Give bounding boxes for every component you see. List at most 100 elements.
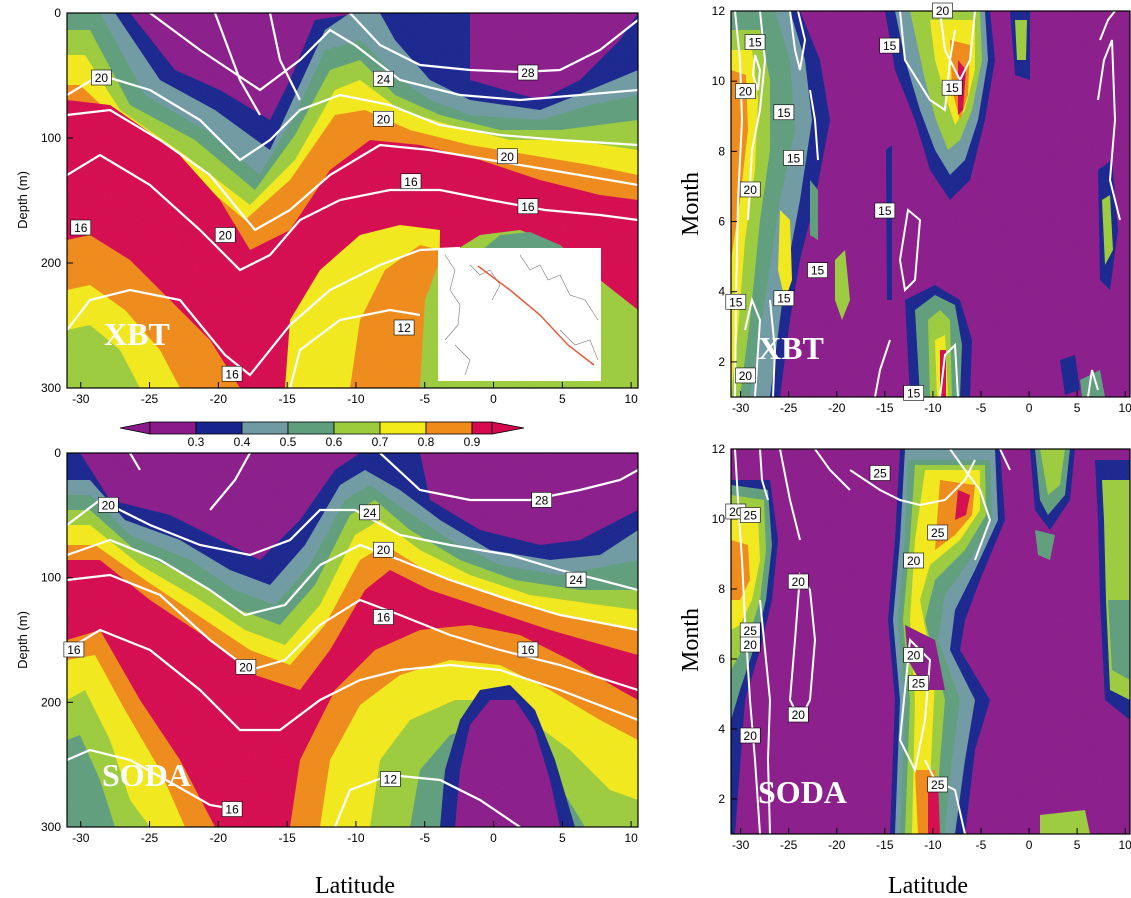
contour-label-box bbox=[739, 636, 761, 653]
contour-label: 16 bbox=[225, 367, 239, 381]
y-axis-label: Depth (m) bbox=[15, 171, 30, 229]
x-tick-label: 0 bbox=[490, 831, 497, 845]
contour-label-box bbox=[927, 776, 949, 793]
x-tick-label: -30 bbox=[732, 401, 750, 415]
contour-label-box bbox=[517, 641, 539, 658]
contour-label-box bbox=[869, 465, 891, 481]
contour-label-box bbox=[531, 492, 552, 508]
contour-label: 20 bbox=[377, 112, 391, 126]
x-tick-label: -10 bbox=[347, 831, 365, 845]
x-tick-label: -15 bbox=[278, 831, 296, 845]
contour-label: 20 bbox=[907, 649, 921, 663]
contour-label: 16 bbox=[67, 643, 81, 657]
contour-label: 28 bbox=[535, 493, 549, 507]
contour-label: 16 bbox=[521, 200, 535, 214]
contour-label: 20 bbox=[739, 369, 753, 383]
contour-label-box bbox=[221, 365, 243, 382]
x-tick-label: 5 bbox=[559, 392, 566, 406]
contour-label: 25 bbox=[744, 624, 758, 638]
y-tick-label: 100 bbox=[41, 571, 61, 585]
y-tick-label: 0 bbox=[54, 6, 61, 20]
contour-label: 25 bbox=[912, 677, 926, 691]
x-tick-label: -30 bbox=[72, 831, 90, 845]
x-tick-label: 10 bbox=[1119, 838, 1131, 852]
x-tick-label: 0 bbox=[1026, 838, 1033, 852]
contour-label: 15 bbox=[787, 151, 801, 165]
contour-label-box bbox=[903, 647, 924, 663]
colorbar-tick-label: 0.9 bbox=[464, 435, 481, 449]
y-axis-label: Month bbox=[678, 608, 704, 672]
colorbar-tick-label: 0.6 bbox=[326, 435, 343, 449]
contour-label: 16 bbox=[521, 643, 535, 657]
contour-label: 16 bbox=[377, 611, 391, 625]
x-tick-label: -10 bbox=[924, 401, 942, 415]
contour-label: 15 bbox=[883, 39, 897, 53]
x-tick-label: 0 bbox=[1026, 401, 1033, 415]
panel-tag: XBT bbox=[104, 316, 170, 352]
contour-label-box bbox=[903, 385, 924, 401]
soda-month-panel: SODA Month bbox=[678, 448, 1131, 835]
contour-label-box bbox=[373, 70, 394, 87]
contour-label-box bbox=[380, 771, 401, 787]
contour-label: 24 bbox=[363, 506, 377, 520]
contour-label-box bbox=[744, 34, 766, 50]
colorbar-tick-label: 0.3 bbox=[188, 435, 205, 449]
y-tick-label: 6 bbox=[718, 652, 725, 666]
y-tick-label: 4 bbox=[718, 722, 725, 736]
x-tick-label: -5 bbox=[976, 401, 987, 415]
contour-label: 28 bbox=[521, 66, 535, 80]
contour-label: 20 bbox=[729, 505, 743, 519]
contour-label-box bbox=[903, 552, 924, 569]
x-tick-label: -20 bbox=[210, 831, 228, 845]
inset-map bbox=[438, 248, 601, 381]
contour-label: 16 bbox=[404, 175, 418, 189]
contour-label-box bbox=[91, 69, 112, 86]
x-tick-label: -5 bbox=[419, 392, 430, 406]
contour-label-box bbox=[496, 148, 518, 165]
x-tick-label: -10 bbox=[347, 392, 365, 406]
contour-label: 24 bbox=[569, 573, 583, 587]
xbt-month-panel: XBT Month bbox=[678, 10, 1131, 398]
contour-label: 20 bbox=[95, 71, 109, 85]
contour-label-box bbox=[393, 319, 415, 336]
y-tick-label: 200 bbox=[41, 695, 61, 709]
contour-label-box bbox=[725, 293, 747, 310]
contour-label-box bbox=[373, 609, 394, 625]
x-tick-label: -10 bbox=[924, 838, 942, 852]
colorbar-tick-label: 0.5 bbox=[280, 435, 297, 449]
contour-label: 15 bbox=[907, 386, 921, 400]
soda-depth-panel: SODA Depth (m) bbox=[15, 452, 639, 828]
contour-label: 20 bbox=[744, 729, 758, 743]
y-tick-label: 0 bbox=[54, 446, 61, 460]
x-tick-label: -30 bbox=[72, 392, 90, 406]
contour-label-box bbox=[735, 367, 756, 384]
contour-label-box bbox=[221, 801, 243, 817]
x-axis-label-left: Latitude bbox=[315, 873, 395, 898]
contour-label-box bbox=[773, 290, 795, 307]
x-tick-label: -15 bbox=[876, 401, 894, 415]
contour-label-box bbox=[70, 219, 92, 236]
y-tick-label: 2 bbox=[718, 792, 725, 806]
contour-label-box bbox=[517, 198, 539, 215]
contour-label: 24 bbox=[377, 72, 391, 86]
y-tick-label: 10 bbox=[712, 74, 726, 88]
contour-label-box bbox=[773, 104, 795, 121]
contour-label: 15 bbox=[748, 36, 762, 50]
x-tick-label: -25 bbox=[780, 401, 798, 415]
contour-label-box bbox=[739, 727, 761, 744]
contour-label: 20 bbox=[792, 575, 806, 589]
x-tick-label: -25 bbox=[780, 838, 798, 852]
contour-label-box bbox=[517, 64, 539, 81]
y-tick-label: 8 bbox=[718, 144, 725, 158]
contour-label: 15 bbox=[811, 264, 825, 278]
x-tick-label: -25 bbox=[141, 831, 159, 845]
y-axis-label: Month bbox=[678, 172, 704, 236]
colorbar: 0.3 0.4 0.5 0.6 0.7 0.8 0.9 bbox=[119, 421, 525, 449]
panel-tag: SODA bbox=[758, 774, 847, 810]
contour-label: 20 bbox=[792, 708, 806, 722]
contour-label-box bbox=[565, 571, 587, 588]
x-tick-label: 10 bbox=[1119, 401, 1131, 415]
